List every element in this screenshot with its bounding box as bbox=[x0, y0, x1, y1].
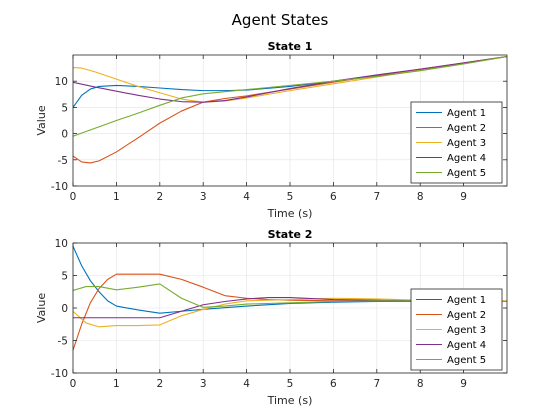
x-tick-label: 0 bbox=[70, 378, 77, 390]
series-group bbox=[73, 246, 507, 351]
legend-label-agent-2: Agent 2 bbox=[447, 123, 486, 134]
legend: Agent 1 Agent 2 Agent 3 Agent 4 Agent 5 bbox=[410, 288, 503, 371]
figure-title: Agent States bbox=[232, 11, 329, 29]
x-tick-label: 8 bbox=[417, 191, 424, 203]
y-tick-label: 0 bbox=[61, 129, 68, 141]
x-tick-label: 5 bbox=[287, 191, 294, 203]
x-tick-label: 9 bbox=[460, 378, 467, 390]
x-tick-label: 7 bbox=[373, 191, 380, 203]
legend-label-agent-3: Agent 3 bbox=[447, 138, 486, 149]
x-axis-label: Time (s) bbox=[267, 394, 313, 407]
x-tick-label: 4 bbox=[243, 378, 250, 390]
legend-label-agent-2: Agent 2 bbox=[447, 310, 486, 321]
x-tick-label: 2 bbox=[156, 191, 163, 203]
y-tick-label: -5 bbox=[58, 155, 68, 167]
legend: Agent 1 Agent 2 Agent 3 Agent 4 Agent 5 bbox=[410, 101, 503, 184]
subplot-title: State 2 bbox=[268, 228, 313, 241]
y-tick-label: -5 bbox=[58, 336, 68, 348]
legend-label-agent-4: Agent 4 bbox=[447, 340, 486, 351]
y-tick-label: -10 bbox=[51, 181, 68, 193]
legend-label-agent-4: Agent 4 bbox=[447, 153, 486, 164]
y-axis-label: Value bbox=[35, 293, 48, 323]
x-tick-label: 1 bbox=[113, 378, 120, 390]
x-tick-label: 0 bbox=[70, 191, 77, 203]
x-tick-label: 6 bbox=[330, 378, 337, 390]
y-tick-label: 5 bbox=[61, 271, 68, 283]
x-tick-label: 7 bbox=[373, 378, 380, 390]
legend-label-agent-1: Agent 1 bbox=[447, 108, 486, 119]
series-group bbox=[73, 56, 507, 164]
series-line-agent-5 bbox=[73, 56, 507, 137]
series-line-agent-5 bbox=[73, 283, 507, 308]
x-tick-label: 2 bbox=[156, 378, 163, 390]
series-line-agent-4 bbox=[73, 56, 507, 103]
state-1-axes: 0 1 2 3 4 5 6 7 8 9 -10 -5 0 5 10 State 1 Time (s) Value A… bbox=[35, 40, 508, 220]
x-axis-label: Time (s) bbox=[267, 207, 313, 220]
x-tick-label: 8 bbox=[417, 378, 424, 390]
subplot-title: State 1 bbox=[268, 40, 313, 53]
y-tick-label: 10 bbox=[55, 238, 68, 250]
state-2-axes: 0 1 2 3 4 5 6 7 8 9 -10 -5 0 5 10 State 2 Time (s) Value A… bbox=[35, 228, 508, 407]
x-tick-label: 4 bbox=[243, 191, 250, 203]
y-axis-label: Value bbox=[35, 105, 48, 135]
y-tick-label: 10 bbox=[55, 76, 68, 88]
x-tick-label: 3 bbox=[200, 191, 207, 203]
legend-label-agent-3: Agent 3 bbox=[447, 325, 486, 336]
x-tick-label: 5 bbox=[287, 378, 294, 390]
x-tick-label: 9 bbox=[460, 191, 467, 203]
x-tick-label: 1 bbox=[113, 191, 120, 203]
y-tick-label: 5 bbox=[61, 102, 68, 114]
legend-label-agent-1: Agent 1 bbox=[447, 295, 486, 306]
y-tick-label: -10 bbox=[51, 368, 68, 380]
legend-label-agent-5: Agent 5 bbox=[447, 168, 486, 179]
x-tick-label: 6 bbox=[330, 191, 337, 203]
y-tick-label: 0 bbox=[61, 303, 68, 315]
x-tick-label: 3 bbox=[200, 378, 207, 390]
legend-label-agent-5: Agent 5 bbox=[447, 355, 486, 366]
